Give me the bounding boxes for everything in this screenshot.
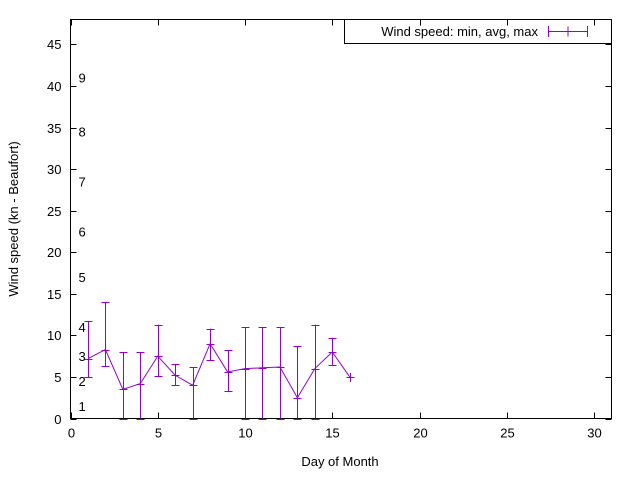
- error-bar-point: [328, 337, 337, 366]
- x-tick-label: 0: [68, 426, 75, 441]
- y-tick-label: 5: [54, 370, 61, 385]
- beaufort-label: 7: [79, 175, 86, 190]
- y-tick-label: 0: [54, 412, 61, 427]
- y-tick-label: 15: [47, 287, 61, 302]
- beaufort-label: 9: [79, 71, 86, 86]
- beaufort-label: 4: [79, 320, 86, 335]
- beaufort-label: 3: [79, 349, 86, 364]
- avg-line: [87, 342, 351, 399]
- legend-label: Wind speed: min, avg, max: [381, 24, 538, 39]
- x-axis-title: Day of Month: [301, 454, 378, 469]
- x-tick-label: 15: [325, 426, 339, 441]
- beaufort-label: 2: [79, 374, 86, 389]
- y-axis-title: Wind speed (kn - Beaufort): [6, 141, 21, 296]
- error-bar-point: [171, 364, 180, 386]
- beaufort-label: 1: [79, 399, 86, 414]
- error-bar-point: [154, 324, 163, 377]
- plot-frame: [70, 19, 612, 419]
- beaufort-label: 5: [79, 270, 86, 285]
- error-bar-point: [293, 346, 302, 420]
- error-bar-point: [258, 327, 267, 420]
- y-tick-label: 40: [47, 79, 61, 94]
- x-tick-label: 30: [587, 426, 601, 441]
- error-bar-point: [241, 327, 250, 420]
- error-bar-point: [189, 366, 198, 420]
- x-tick-label: 10: [238, 426, 252, 441]
- beaufort-scale-labels: 1 2 3 4 5 6 7 8 9: [79, 71, 86, 414]
- error-bar-point: [119, 352, 128, 420]
- legend-border: [344, 19, 612, 44]
- beaufort-label: 6: [79, 224, 86, 239]
- error-bar-point: [101, 302, 110, 367]
- x-tick-label: 5: [155, 426, 162, 441]
- error-bar-point: [136, 352, 145, 420]
- y-tick-label: 30: [47, 162, 61, 177]
- x-tick-label: 20: [413, 426, 427, 441]
- error-bar-point: [311, 324, 320, 420]
- x-tick-label: 25: [500, 426, 514, 441]
- data-series-wind-speed: [84, 302, 355, 420]
- y-tick-label: 20: [47, 245, 61, 260]
- error-bar-point: [84, 321, 93, 378]
- y-tick-label: 10: [47, 328, 61, 343]
- error-bar-point: [206, 328, 215, 361]
- y-tick-label: 25: [47, 204, 61, 219]
- beaufort-label: 8: [79, 125, 86, 140]
- legend-sample-errorbar: [548, 26, 588, 37]
- y-tick-label: 45: [47, 37, 61, 52]
- legend: Wind speed: min, avg, max: [344, 19, 612, 44]
- error-bar-point: [276, 327, 285, 420]
- error-bar-point: [224, 350, 233, 392]
- y-tick-label: 35: [47, 121, 61, 136]
- error-bar-point: [346, 373, 355, 382]
- x-axis: 0 5 10 15 20 25 30: [68, 19, 602, 441]
